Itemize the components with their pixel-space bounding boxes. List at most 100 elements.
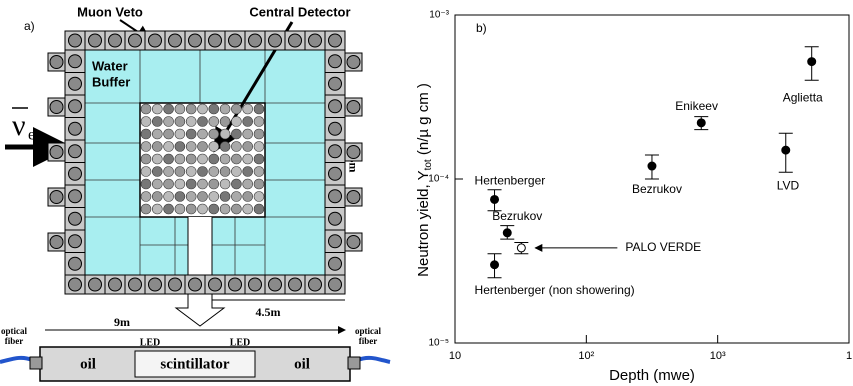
detector-tube <box>197 141 208 152</box>
veto-tube <box>49 190 64 204</box>
veto-tube <box>68 54 82 69</box>
veto-tube <box>188 277 202 292</box>
detector-tube <box>163 153 174 165</box>
veto-tube <box>346 100 361 114</box>
veto-tube <box>328 33 342 48</box>
detector-tube <box>163 178 174 190</box>
detector-tube <box>219 153 231 165</box>
veto-tube <box>346 145 361 159</box>
panel-label: b) <box>476 21 487 35</box>
detector-tube <box>242 178 253 190</box>
detector-tube <box>197 203 208 215</box>
label: oil <box>80 356 96 372</box>
veto-tube <box>68 189 82 204</box>
y-tick-label: 10⁻⁵ <box>428 338 449 349</box>
detector-tube <box>163 191 174 202</box>
veto-tube <box>168 277 182 292</box>
y-axis-label-sub: tot <box>423 159 434 170</box>
veto-tube <box>68 256 82 271</box>
veto-tube <box>108 33 122 48</box>
detector-tube <box>253 203 265 215</box>
detector-tube <box>152 178 163 190</box>
detector-tube <box>185 103 197 115</box>
veto-tube <box>208 33 222 48</box>
detector-tube <box>208 141 220 152</box>
veto-tube <box>228 277 242 292</box>
veto-tube <box>328 211 342 226</box>
pmt <box>347 356 361 370</box>
detector-tube <box>208 178 220 190</box>
detector-tube <box>231 116 242 127</box>
label: LED <box>140 337 161 348</box>
detector-tube <box>152 141 163 152</box>
detector-tube <box>152 191 163 202</box>
detector-tube <box>140 141 152 152</box>
nu-label: ν <box>12 109 26 142</box>
detector-tube <box>163 141 174 152</box>
veto-tube <box>168 33 182 48</box>
y-axis-label-main: Neutron yield, Y <box>415 170 432 276</box>
veto-tube <box>68 121 82 136</box>
veto-tube <box>49 145 64 159</box>
detector-tube <box>197 191 208 202</box>
detector-tube <box>242 103 253 115</box>
data-point <box>490 260 500 270</box>
detector-tube <box>174 116 186 127</box>
point-label: Aglietta <box>783 91 823 105</box>
detector-tube <box>174 191 186 202</box>
detector-tube <box>185 128 197 140</box>
label: scintillator <box>160 356 229 372</box>
veto-tube <box>188 33 202 48</box>
detector-tube <box>185 178 197 190</box>
veto-tube <box>288 277 302 292</box>
detector-tube <box>197 103 208 115</box>
veto-tube <box>68 211 82 226</box>
veto-tube <box>248 277 262 292</box>
detector-tube <box>253 128 265 140</box>
detector-tube <box>208 191 220 202</box>
point-label: Hertenberger (non showering) <box>475 283 635 297</box>
detector-tube <box>242 191 253 202</box>
veto-tube <box>268 33 282 48</box>
data-point <box>781 145 791 155</box>
veto-tube <box>68 144 82 159</box>
detector-tube <box>231 128 242 140</box>
veto-tube <box>68 99 82 114</box>
detector-tube <box>219 116 231 127</box>
label: fiber <box>359 336 378 346</box>
data-point <box>502 228 512 238</box>
detector-tube <box>163 116 174 127</box>
veto-tube <box>328 189 342 204</box>
veto-tube <box>328 121 342 136</box>
fiber <box>357 355 391 364</box>
detector-tube <box>185 166 197 177</box>
detector-tube <box>140 166 152 177</box>
data-point <box>807 57 817 67</box>
detector-tube <box>140 128 152 140</box>
veto-tube <box>128 33 142 48</box>
point-label: LVD <box>777 178 800 192</box>
veto-tube <box>49 100 64 114</box>
y-tick-label: 10⁻³ <box>429 10 449 21</box>
veto-tube <box>328 99 342 114</box>
detector-tube <box>197 178 208 190</box>
veto-tube <box>308 277 322 292</box>
chart: b) Depth (mwe) Neutron yield, Ytot (n/µ … <box>415 10 852 384</box>
detector-tube <box>140 153 152 165</box>
detector-tube <box>242 166 253 177</box>
veto-tube <box>328 166 342 181</box>
detector-tube <box>174 103 186 115</box>
detector-tube <box>140 103 152 115</box>
detector-tube <box>152 103 163 115</box>
detector-tube <box>140 191 152 202</box>
label: Water <box>92 58 128 73</box>
buffer-grid <box>85 50 325 275</box>
detector-tube <box>174 203 186 215</box>
detector-tube <box>242 116 253 127</box>
detector-tube <box>152 128 163 140</box>
veto-tube <box>68 33 82 48</box>
detector-tube <box>152 203 163 215</box>
detector-tube <box>163 128 174 140</box>
detector-tube <box>242 141 253 152</box>
veto-tube <box>68 234 82 249</box>
